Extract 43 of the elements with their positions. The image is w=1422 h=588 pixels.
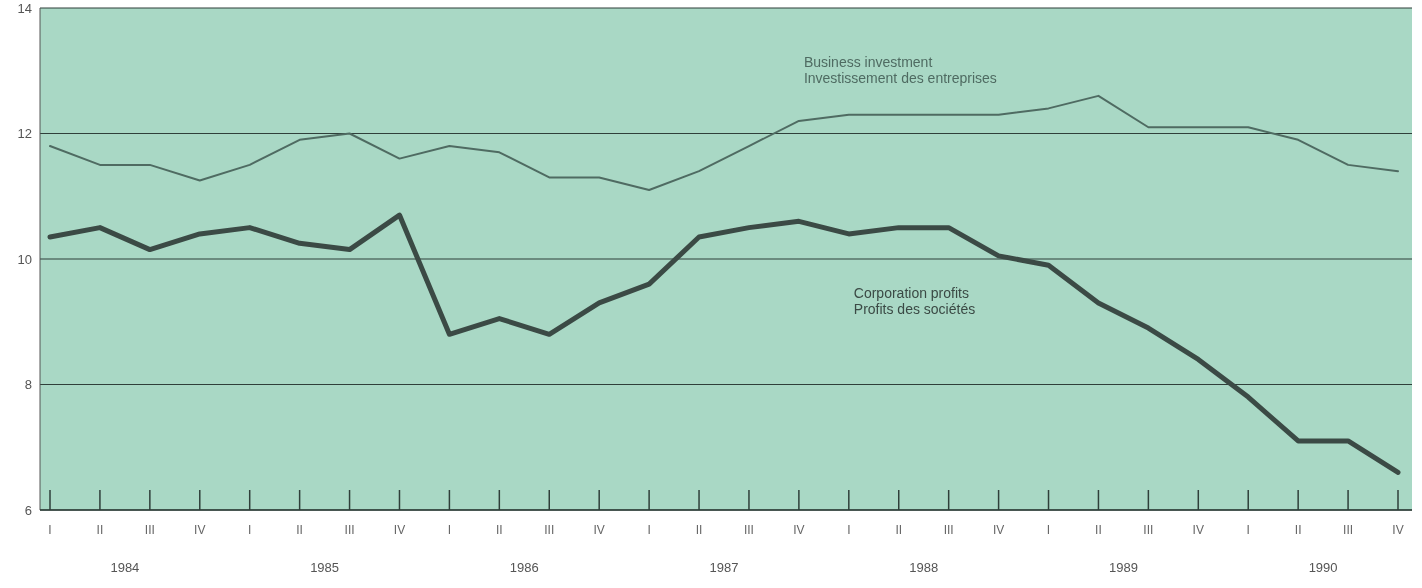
text: 1984 [110,560,140,575]
line-series [49,94,1399,191]
x-tick-label: III [743,523,754,537]
y-tick-label: 14 [17,0,32,16]
y-tick-label: 8 [24,377,32,393]
text: 1990 [1308,560,1338,575]
x-tick-label: IV [1392,523,1404,537]
x-tick-label: I [447,523,452,537]
x-tick-label: II [1095,523,1102,537]
x-tick-label: III [544,523,555,537]
text: 1988 [909,560,939,575]
x-tick-label: II [895,523,903,537]
x-tick-label: I [1046,523,1051,537]
x-tick-label: II [296,523,303,537]
text: 1985 [310,560,340,575]
y-tick-label: 10 [17,251,32,267]
x-tick-label: II [695,523,703,537]
text: Business investment Investissement des entreprises [803,53,997,87]
text: 1987 [709,560,739,575]
x-tick-label: II [1294,523,1302,537]
text: Corporation profits Profits des sociétés [853,284,976,318]
x-tick-label: IV [194,523,206,537]
x-tick-label: I [248,523,252,537]
x-tick-label: I [847,523,851,537]
x-tick-label: IV [393,523,406,537]
text: 1986 [509,560,539,575]
text: 1989 [1108,560,1138,575]
x-tick-label: I [647,523,651,537]
y-tick-label: 12 [17,126,32,142]
x-tick-label: III [943,523,954,537]
x-tick-label: III [1343,523,1354,537]
x-tick-label: II [496,523,503,537]
x-tick-label: IV [1192,523,1204,537]
x-tick-label: IV [593,523,605,537]
x-tick-label: III [344,523,355,537]
x-tick-label: I [48,523,52,537]
x-tick-label: II [96,523,104,537]
x-tick-label: IV [793,523,805,537]
x-tick-label: I [1246,523,1250,537]
x-tick-label: IV [992,523,1005,537]
x-tick-label: III [144,523,155,537]
x-tick-label: III [1143,523,1154,537]
y-tick-label: 6 [24,502,32,518]
